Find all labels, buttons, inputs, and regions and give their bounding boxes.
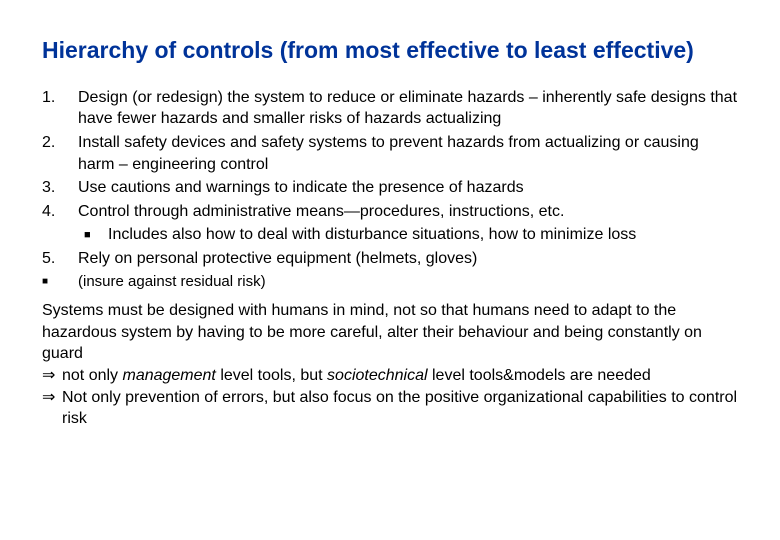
arrow-icon: ⇒ — [42, 365, 62, 387]
slide: Hierarchy of controls (from most effecti… — [0, 0, 780, 540]
list-text: (insure against residual risk) — [78, 272, 738, 292]
body-paragraph: Systems must be designed with humans in … — [42, 300, 738, 365]
text-plain: level tools&models are needed — [428, 367, 651, 384]
arrow-icon: ⇒ — [42, 387, 62, 430]
list-marker: 4. — [42, 201, 78, 247]
list-text: Design (or redesign) the system to reduc… — [78, 87, 738, 130]
list-text-main: Control through administrative means—pro… — [78, 203, 564, 220]
implication-item: ⇒ Not only prevention of errors, but als… — [42, 387, 738, 430]
list-text: Use cautions and warnings to indicate th… — [78, 177, 738, 199]
list-text: Control through administrative means—pro… — [78, 201, 738, 247]
sub-list-text: Includes also how to deal with disturban… — [108, 224, 636, 246]
text-plain: level tools, but — [216, 367, 327, 384]
text-plain: not only — [62, 367, 122, 384]
list-marker: 3. — [42, 177, 78, 199]
list-marker: 2. — [42, 132, 78, 175]
implication-item: ⇒ not only management level tools, but s… — [42, 365, 738, 387]
list-item: ■ (insure against residual risk) — [42, 272, 738, 292]
implication-text: not only management level tools, but soc… — [62, 365, 651, 387]
list-text: Install safety devices and safety system… — [78, 132, 738, 175]
list-item: 4. Control through administrative means—… — [42, 201, 738, 247]
numbered-list: 1. Design (or redesign) the system to re… — [42, 87, 738, 292]
text-emphasis: management — [122, 367, 215, 384]
list-marker: 1. — [42, 87, 78, 130]
list-item: 2. Install safety devices and safety sys… — [42, 132, 738, 175]
list-marker: 5. — [42, 248, 78, 270]
list-item: 1. Design (or redesign) the system to re… — [42, 87, 738, 130]
list-text: Rely on personal protective equipment (h… — [78, 248, 738, 270]
bullet-icon: ■ — [42, 272, 78, 292]
text-emphasis: sociotechnical — [327, 367, 428, 384]
list-item: 5. Rely on personal protective equipment… — [42, 248, 738, 270]
list-item: 3. Use cautions and warnings to indicate… — [42, 177, 738, 199]
bullet-icon: ■ — [78, 224, 108, 246]
implication-text: Not only prevention of errors, but also … — [62, 387, 738, 430]
sub-list-item: ■ Includes also how to deal with disturb… — [78, 224, 738, 246]
slide-title: Hierarchy of controls (from most effecti… — [42, 36, 738, 65]
